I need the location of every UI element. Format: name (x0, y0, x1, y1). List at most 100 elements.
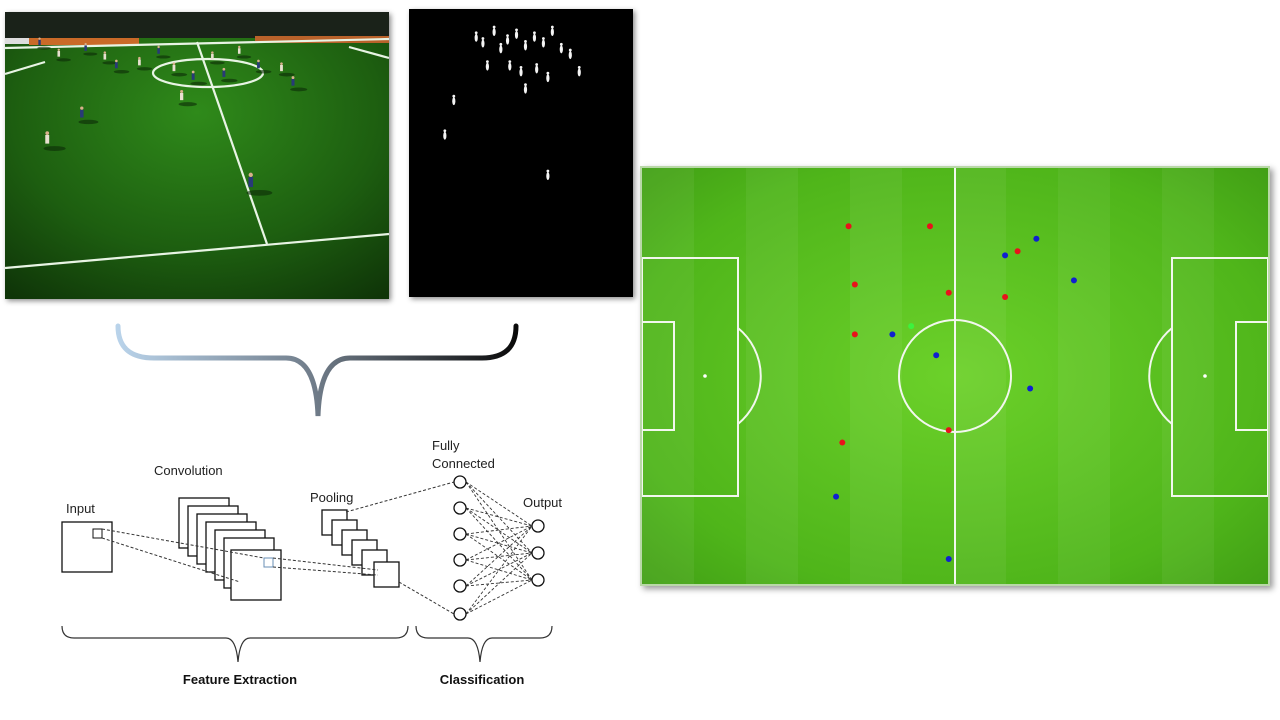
camera-player (209, 51, 225, 65)
fc-node (453, 527, 467, 541)
camera-player (221, 67, 238, 83)
center-circle (898, 319, 1012, 433)
camera-player (190, 70, 207, 86)
input-to-conv-connections (101, 528, 265, 583)
blue-team-player-marker (945, 556, 952, 563)
fc-node (453, 579, 467, 593)
red-team-player-marker (926, 223, 933, 230)
red-team-player-marker (945, 289, 952, 296)
camera-player (37, 37, 51, 50)
fully-connected-nodes (453, 475, 467, 621)
camera-player (43, 131, 66, 151)
conv-to-pool-connections (272, 557, 379, 576)
player-silhouette (559, 42, 563, 54)
right-goal-area (1235, 321, 1268, 431)
classification-label: Classification (440, 672, 525, 687)
player-silhouette (577, 65, 581, 77)
grass-stripes (642, 168, 1214, 584)
player-silhouette (505, 34, 510, 45)
fc-node (453, 475, 467, 489)
fc-to-output-connections (465, 481, 533, 615)
player-silhouette (541, 37, 545, 48)
feature-extraction-brace (61, 625, 409, 663)
fc-node (453, 501, 467, 515)
pooling-label: Pooling (310, 490, 353, 505)
player-silhouette (514, 28, 519, 39)
player-silhouette (452, 94, 456, 106)
left-goal-area (642, 321, 675, 431)
camera-pitch-surface (5, 12, 389, 299)
convolution-label: Convolution (154, 463, 223, 478)
red-team-player-marker (851, 281, 858, 288)
convolution-feature-maps (178, 497, 282, 601)
player-silhouette (443, 129, 447, 140)
camera-player (102, 51, 118, 65)
player-silhouette (546, 71, 550, 83)
blue-team-player-marker (1027, 385, 1034, 392)
left-penalty-arc (737, 327, 762, 425)
stadium-stand (5, 12, 389, 38)
feature-extraction-label: Feature Extraction (183, 672, 297, 687)
output-label: Output (523, 495, 562, 510)
fc-node (453, 607, 467, 621)
red-team-player-marker (1014, 248, 1021, 255)
camera-player (255, 59, 272, 74)
red-team-player-marker (851, 331, 858, 338)
fc-node (453, 553, 467, 567)
blue-team-player-marker (1002, 252, 1009, 259)
pitch-lines (642, 168, 1268, 584)
right-penalty-arc (1148, 327, 1173, 425)
camera-player-group (37, 37, 308, 196)
pool-to-fc-connections (345, 481, 455, 615)
advertising-board (5, 38, 29, 44)
player-silhouette (550, 25, 554, 37)
camera-pitch-lines (5, 37, 389, 270)
tactical-map-panel (640, 166, 1270, 586)
player-silhouette (481, 37, 485, 48)
blue-team-player-marker (1070, 277, 1077, 284)
tactical-map-pitch (642, 168, 1268, 584)
camera-player (246, 172, 273, 196)
player-silhouette (568, 48, 572, 60)
conv-receptive-field (263, 557, 274, 568)
foreground-mask-image (443, 25, 581, 181)
player-silhouette (508, 60, 512, 71)
camera-player (236, 45, 252, 59)
output-nodes (531, 519, 545, 587)
player-silhouette (546, 169, 550, 181)
foreground-mask-panel (409, 9, 633, 297)
camera-player (278, 62, 295, 77)
camera-view-image (5, 12, 389, 299)
camera-player (156, 45, 171, 59)
player-silhouette (535, 63, 539, 74)
blue-team-player-marker (889, 331, 896, 338)
fully-connected-label-line1: Fully (432, 438, 460, 453)
camera-player (136, 56, 153, 71)
player-silhouette (523, 83, 528, 94)
blue-team-player-marker (833, 493, 840, 500)
camera-view-panel (5, 12, 389, 299)
left-penalty-spot (703, 374, 707, 378)
player-silhouette (499, 42, 503, 54)
player-silhouette (523, 40, 528, 51)
output-node (531, 573, 545, 587)
output-node (531, 519, 545, 533)
blue-team-player-marker (1033, 235, 1040, 242)
player-silhouette (519, 65, 523, 77)
output-node (531, 546, 545, 560)
red-team-player-marker (945, 427, 952, 434)
camera-player (178, 89, 197, 107)
fully-connected-label-line2: Connected (432, 456, 495, 471)
camera-player (78, 106, 99, 125)
input-receptive-field (92, 528, 103, 539)
input-label: Input (66, 501, 95, 516)
player-markers (833, 223, 1077, 563)
camera-player (171, 62, 188, 77)
camera-player (83, 43, 98, 56)
player-silhouette (532, 31, 537, 42)
camera-player (290, 76, 308, 92)
cnn-diagram: Input Convolution Pooling Fully Connecte… (61, 438, 562, 687)
classification-brace (415, 625, 553, 663)
camera-player (56, 48, 71, 62)
input-box (61, 521, 113, 573)
